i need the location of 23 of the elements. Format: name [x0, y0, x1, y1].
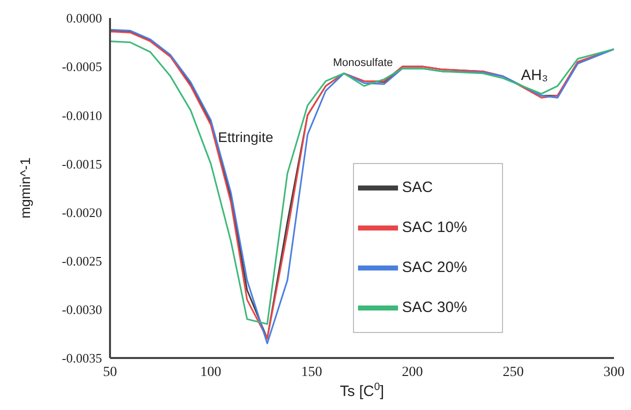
x-tick-label: 50 — [103, 364, 117, 380]
annotation: Monosulfate — [333, 57, 393, 69]
annotation: AH₃ — [521, 67, 548, 84]
y-tick-label: -0.0030 — [62, 302, 102, 318]
x-axis-title: Ts [C$^{0}$] — [340, 381, 384, 400]
legend-label: SAC 20% — [402, 258, 468, 276]
legend-label: SAC — [402, 178, 433, 196]
x-tick-label: 100 — [200, 364, 222, 380]
x-tick-label: 300 — [604, 364, 624, 380]
y-tick-label: 0.0000 — [66, 10, 102, 26]
x-tick-label: 200 — [402, 364, 423, 380]
y-tick-label: -0.0035 — [62, 350, 102, 366]
y-tick-label: -0.0005 — [62, 59, 102, 74]
y-axis-title: mgmin^-1 — [17, 157, 33, 219]
y-tick-label: -0.0015 — [62, 156, 102, 172]
legend-label: SAC 30% — [402, 298, 468, 316]
x-tick-label: 250 — [502, 364, 524, 380]
y-tick-label: -0.0010 — [62, 108, 102, 123]
legend-label: SAC 10% — [402, 218, 468, 236]
annotation: Ettringite — [218, 129, 274, 145]
y-tick-label: -0.0025 — [62, 253, 102, 268]
x-tick-label: 150 — [301, 364, 322, 380]
y-tick-label: -0.0020 — [62, 204, 102, 220]
